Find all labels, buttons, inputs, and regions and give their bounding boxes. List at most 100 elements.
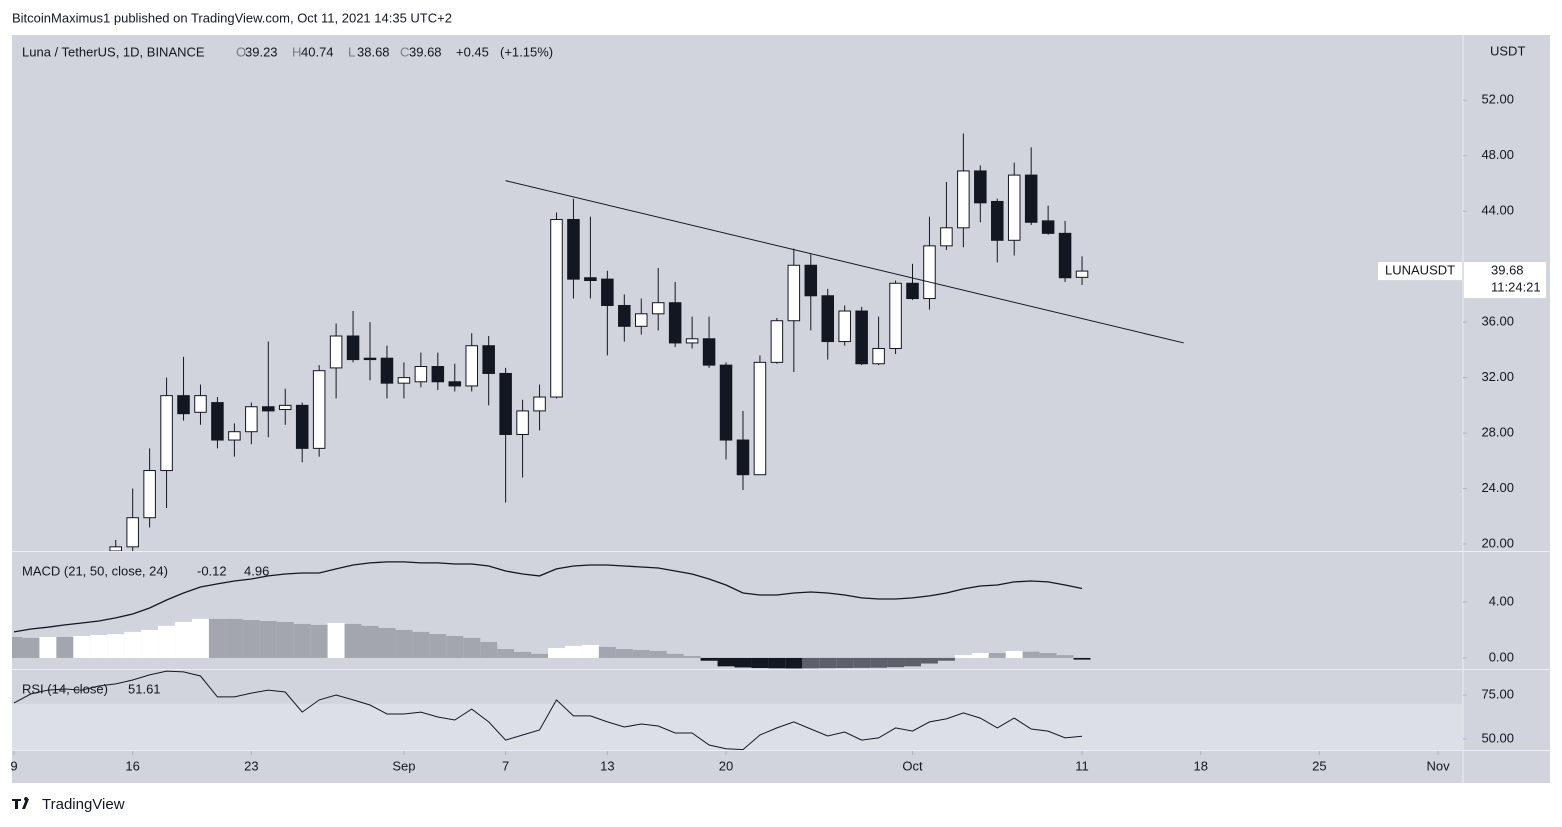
macd-histogram-bar: [107, 634, 125, 658]
x-tick-label: Nov: [1426, 758, 1450, 773]
macd-histogram-bar: [208, 618, 226, 658]
ohlc-value: 40.74: [301, 44, 334, 59]
macd-histogram-bar: [649, 650, 667, 658]
y-tick-label: 50.00: [1481, 730, 1514, 745]
x-tick-label: 23: [244, 758, 258, 773]
macd-line-value: 4.96: [244, 563, 269, 578]
macd-histogram-value: -0.12: [197, 563, 227, 578]
candle-body: [499, 372, 512, 435]
candle-body: [465, 345, 478, 387]
macd-histogram-bar: [802, 657, 820, 669]
currency: USDT: [1490, 43, 1525, 58]
symbol-tag-box: [1378, 262, 1462, 281]
candle-body: [906, 282, 919, 300]
macd-histogram-bar: [887, 657, 905, 668]
macd-histogram-bar: [700, 657, 718, 661]
candle-body: [262, 406, 275, 412]
macd-histogram-bar: [141, 629, 159, 658]
candle-body: [1024, 174, 1038, 223]
rsi-value: 51.61: [128, 681, 161, 696]
candle-body: [974, 170, 987, 204]
y-tick-label: 20.00: [1481, 536, 1514, 551]
macd: [12, 561, 1091, 669]
chart-area: [12, 35, 1550, 783]
macd-histogram-bar: [327, 622, 345, 658]
candle-body: [872, 347, 885, 365]
macd-histogram-bar: [598, 646, 616, 658]
candle-body: [363, 357, 377, 361]
macd-histogram-bar: [242, 620, 260, 658]
candle-body: [194, 395, 207, 413]
macd-histogram-bar: [632, 649, 650, 658]
macd-histogram-bar: [531, 653, 549, 658]
candle-body: [177, 395, 190, 415]
macd-histogram-bar: [853, 657, 871, 668]
y-tick-label: 36.00: [1481, 314, 1514, 329]
price-tag: 39.68: [1491, 263, 1524, 278]
ohlc-label: O: [236, 44, 246, 59]
change: +0.45: [456, 44, 489, 59]
macd-histogram-bar: [819, 657, 837, 669]
y-tick-label: 44.00: [1481, 203, 1514, 218]
macd-histogram-bar: [378, 627, 396, 658]
candle-body: [889, 282, 902, 349]
candle-body: [1007, 174, 1021, 241]
brand: TradingView: [42, 796, 125, 813]
macd-histogram-bar: [734, 657, 752, 668]
candle-body: [482, 345, 495, 374]
macd-histogram-bar: [73, 635, 91, 658]
candle-body: [211, 402, 224, 441]
candle-body: [1041, 220, 1055, 234]
candle-body: [448, 381, 462, 387]
candle-body: [312, 370, 326, 449]
x-tick-label: Oct: [902, 758, 923, 773]
macd-histogram-bar: [564, 645, 582, 658]
macd-histogram-bar: [1039, 653, 1057, 658]
symbol-title: Luna / TetherUS, 1D, BINANCE: [22, 44, 205, 59]
macd-histogram-bar: [293, 623, 311, 658]
macd-histogram-bar: [751, 657, 769, 669]
candle-body: [143, 470, 156, 519]
macd-histogram-bar: [395, 629, 413, 658]
macd-histogram-bar: [56, 636, 74, 658]
candle-body: [601, 278, 614, 306]
x-tick-label: 11: [1075, 758, 1089, 773]
y-tick-label: 48.00: [1481, 147, 1514, 162]
y-tick-label: 75.00: [1481, 686, 1514, 701]
macd-histogram-bar: [666, 653, 684, 658]
macd-histogram-bar: [937, 657, 955, 661]
macd-histogram-bar: [429, 634, 447, 658]
macd-histogram-bar: [480, 641, 498, 658]
candle-body: [533, 396, 546, 412]
ohlc-label: L: [348, 44, 355, 59]
macd-histogram-bar: [12, 636, 23, 658]
candle-body: [855, 310, 868, 365]
macd-histogram-bar: [514, 651, 532, 658]
candle-body: [838, 310, 851, 343]
rsi-band: [12, 703, 1463, 750]
symbol-tag: LUNAUSDT: [1385, 263, 1455, 278]
macd-histogram-bar: [920, 657, 938, 664]
rsi: [12, 670, 1463, 750]
candle-body: [753, 361, 767, 476]
candle-body: [109, 546, 122, 551]
candle-body: [787, 264, 801, 322]
macd-histogram-bar: [361, 625, 379, 658]
candle-body: [228, 431, 241, 441]
byline: BitcoinMaximus1 published on TradingView…: [12, 10, 452, 25]
x-tick-label: 20: [719, 758, 733, 773]
candle-body: [160, 395, 173, 472]
macd-histogram-bar: [971, 653, 989, 658]
macd-histogram-bar: [615, 648, 633, 658]
candle-body: [685, 338, 699, 344]
macd-histogram-bar: [175, 621, 193, 658]
candle-body: [634, 313, 648, 327]
candle-body: [329, 335, 343, 369]
macd-histogram-bar: [463, 637, 481, 658]
macd-histogram-bar: [581, 644, 599, 658]
countdown: 11:24:21: [1491, 280, 1541, 295]
candle-body: [719, 364, 733, 441]
candle-body: [584, 277, 597, 282]
ohlc-value: 39.23: [245, 44, 278, 59]
